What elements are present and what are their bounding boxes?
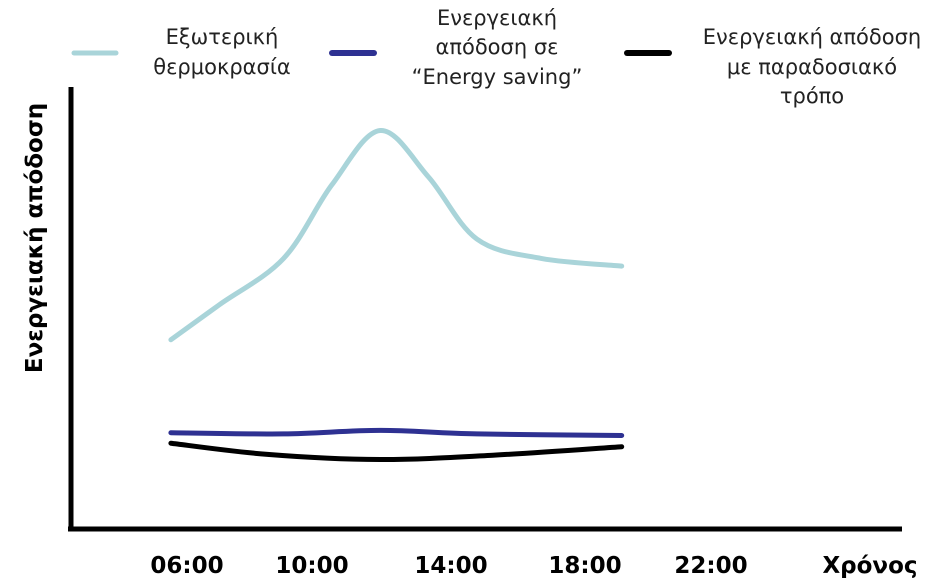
x-axis-title: Χρόνος [822, 553, 917, 579]
legend-label-line: Ενεργειακή [437, 6, 557, 30]
legend-label-line: απόδοση σε [436, 35, 559, 59]
series-line-traditional [168, 440, 625, 463]
legend-item-external-temperature: Εξωτερική θερμοκρασία [71, 25, 291, 79]
legend: Εξωτερική θερμοκρασία Ενεργειακή απόδοση σε… [71, 6, 921, 108]
legend-label-line: τρόπο [780, 84, 844, 108]
series-line-external-temperature [168, 128, 625, 343]
legend-label-line: Ενεργειακή απόδοση [703, 25, 921, 49]
axes: Ενεργειακή απόδοση Χρόνος [22, 87, 918, 579]
series-lines [168, 128, 625, 463]
x-tick-label: 06:00 [150, 553, 223, 579]
x-tick-label: 10:00 [275, 553, 348, 579]
legend-label-line: Εξωτερική [166, 25, 279, 49]
legend-item-energy-saving: Ενεργειακή απόδοση σε “Energy saving” [329, 6, 583, 89]
x-tick-label: 18:00 [548, 553, 621, 579]
series-line-energy-saving [168, 427, 625, 438]
y-axis-title: Ενεργειακή απόδοση [22, 103, 48, 373]
x-tick-label: 22:00 [674, 553, 747, 579]
legend-label-line: με παραδοσιακό [727, 55, 897, 79]
legend-label-line: “Energy saving” [412, 65, 583, 89]
x-tick-label: 14:00 [414, 553, 487, 579]
x-tick-labels: 06:00 10:00 14:00 18:00 22:00 [150, 553, 747, 579]
legend-item-traditional: Ενεργειακή απόδοση με παραδοσιακό τρόπο [624, 25, 921, 108]
legend-label-line: θερμοκρασία [153, 55, 291, 79]
